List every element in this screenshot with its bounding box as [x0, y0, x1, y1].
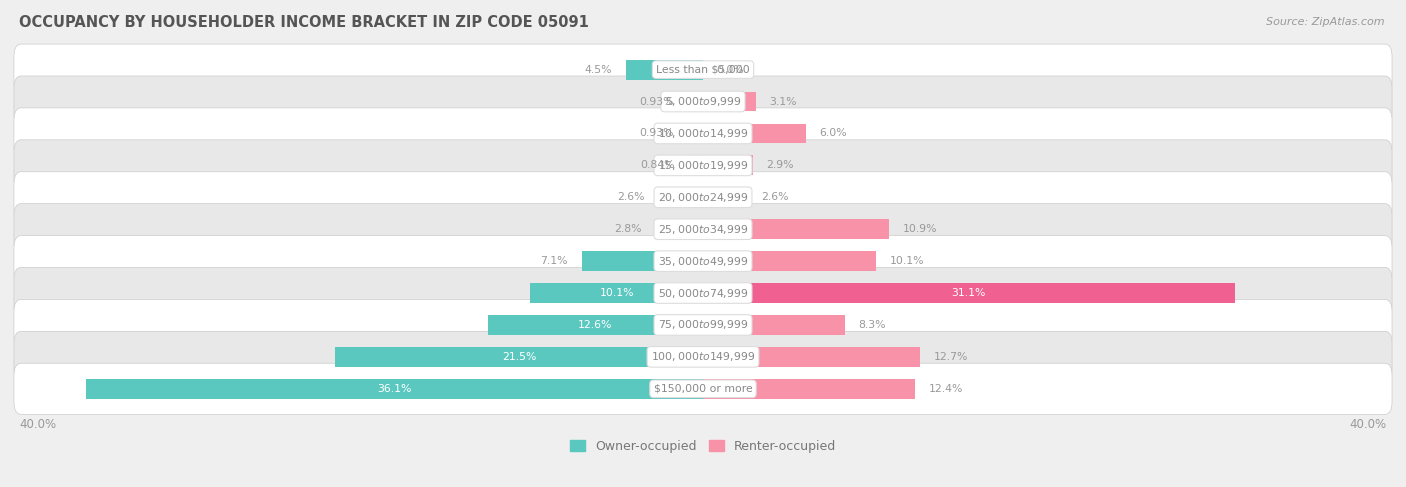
- Text: 8.3%: 8.3%: [859, 320, 886, 330]
- Bar: [703, 251, 876, 271]
- Text: $25,000 to $34,999: $25,000 to $34,999: [658, 223, 748, 236]
- Text: 31.1%: 31.1%: [952, 288, 986, 298]
- Bar: [488, 315, 703, 335]
- Text: 12.7%: 12.7%: [934, 352, 969, 362]
- FancyBboxPatch shape: [14, 331, 1392, 382]
- FancyBboxPatch shape: [14, 44, 1392, 95]
- Bar: [703, 155, 752, 175]
- Text: 21.5%: 21.5%: [502, 352, 536, 362]
- Text: $15,000 to $19,999: $15,000 to $19,999: [658, 159, 748, 172]
- Text: 40.0%: 40.0%: [1350, 417, 1386, 431]
- Bar: [703, 187, 748, 207]
- Text: OCCUPANCY BY HOUSEHOLDER INCOME BRACKET IN ZIP CODE 05091: OCCUPANCY BY HOUSEHOLDER INCOME BRACKET …: [20, 15, 589, 30]
- Text: $150,000 or more: $150,000 or more: [654, 384, 752, 394]
- Text: $5,000 to $9,999: $5,000 to $9,999: [665, 95, 741, 108]
- Bar: [688, 92, 703, 112]
- FancyBboxPatch shape: [14, 172, 1392, 223]
- Text: $20,000 to $24,999: $20,000 to $24,999: [658, 191, 748, 204]
- Bar: [703, 315, 845, 335]
- Bar: [530, 283, 703, 303]
- Text: 2.6%: 2.6%: [761, 192, 789, 202]
- Text: $35,000 to $49,999: $35,000 to $49,999: [658, 255, 748, 268]
- FancyBboxPatch shape: [14, 76, 1392, 127]
- Text: 12.4%: 12.4%: [929, 384, 963, 394]
- Text: 10.1%: 10.1%: [599, 288, 634, 298]
- FancyBboxPatch shape: [14, 300, 1392, 351]
- Bar: [703, 92, 756, 112]
- Text: $75,000 to $99,999: $75,000 to $99,999: [658, 318, 748, 332]
- Legend: Owner-occupied, Renter-occupied: Owner-occupied, Renter-occupied: [569, 440, 837, 453]
- Text: 2.9%: 2.9%: [766, 160, 794, 170]
- Text: 0.84%: 0.84%: [641, 160, 675, 170]
- Text: 40.0%: 40.0%: [20, 417, 56, 431]
- Bar: [703, 379, 915, 399]
- FancyBboxPatch shape: [14, 108, 1392, 159]
- Text: 36.1%: 36.1%: [377, 384, 412, 394]
- Text: 2.6%: 2.6%: [617, 192, 645, 202]
- Bar: [703, 347, 920, 367]
- Text: 10.1%: 10.1%: [890, 256, 924, 266]
- Text: 10.9%: 10.9%: [903, 224, 938, 234]
- Text: 3.1%: 3.1%: [769, 96, 797, 107]
- Text: 0.0%: 0.0%: [717, 65, 744, 75]
- Text: $100,000 to $149,999: $100,000 to $149,999: [651, 350, 755, 363]
- Bar: [626, 60, 703, 79]
- Text: 6.0%: 6.0%: [820, 129, 846, 138]
- FancyBboxPatch shape: [14, 204, 1392, 255]
- Text: Source: ZipAtlas.com: Source: ZipAtlas.com: [1267, 17, 1385, 27]
- FancyBboxPatch shape: [14, 236, 1392, 287]
- Bar: [703, 219, 890, 239]
- Bar: [703, 124, 806, 143]
- Text: 0.93%: 0.93%: [638, 129, 673, 138]
- Text: 4.5%: 4.5%: [585, 65, 613, 75]
- Text: 7.1%: 7.1%: [540, 256, 568, 266]
- Bar: [86, 379, 703, 399]
- Bar: [658, 187, 703, 207]
- FancyBboxPatch shape: [14, 140, 1392, 191]
- Text: 0.93%: 0.93%: [638, 96, 673, 107]
- Bar: [582, 251, 703, 271]
- FancyBboxPatch shape: [14, 267, 1392, 318]
- Text: Less than $5,000: Less than $5,000: [657, 65, 749, 75]
- Text: $50,000 to $74,999: $50,000 to $74,999: [658, 286, 748, 300]
- Bar: [336, 347, 703, 367]
- FancyBboxPatch shape: [14, 363, 1392, 414]
- Text: $10,000 to $14,999: $10,000 to $14,999: [658, 127, 748, 140]
- Bar: [703, 283, 1234, 303]
- Text: 12.6%: 12.6%: [578, 320, 613, 330]
- Bar: [688, 124, 703, 143]
- Bar: [655, 219, 703, 239]
- Bar: [689, 155, 703, 175]
- Text: 2.8%: 2.8%: [614, 224, 641, 234]
